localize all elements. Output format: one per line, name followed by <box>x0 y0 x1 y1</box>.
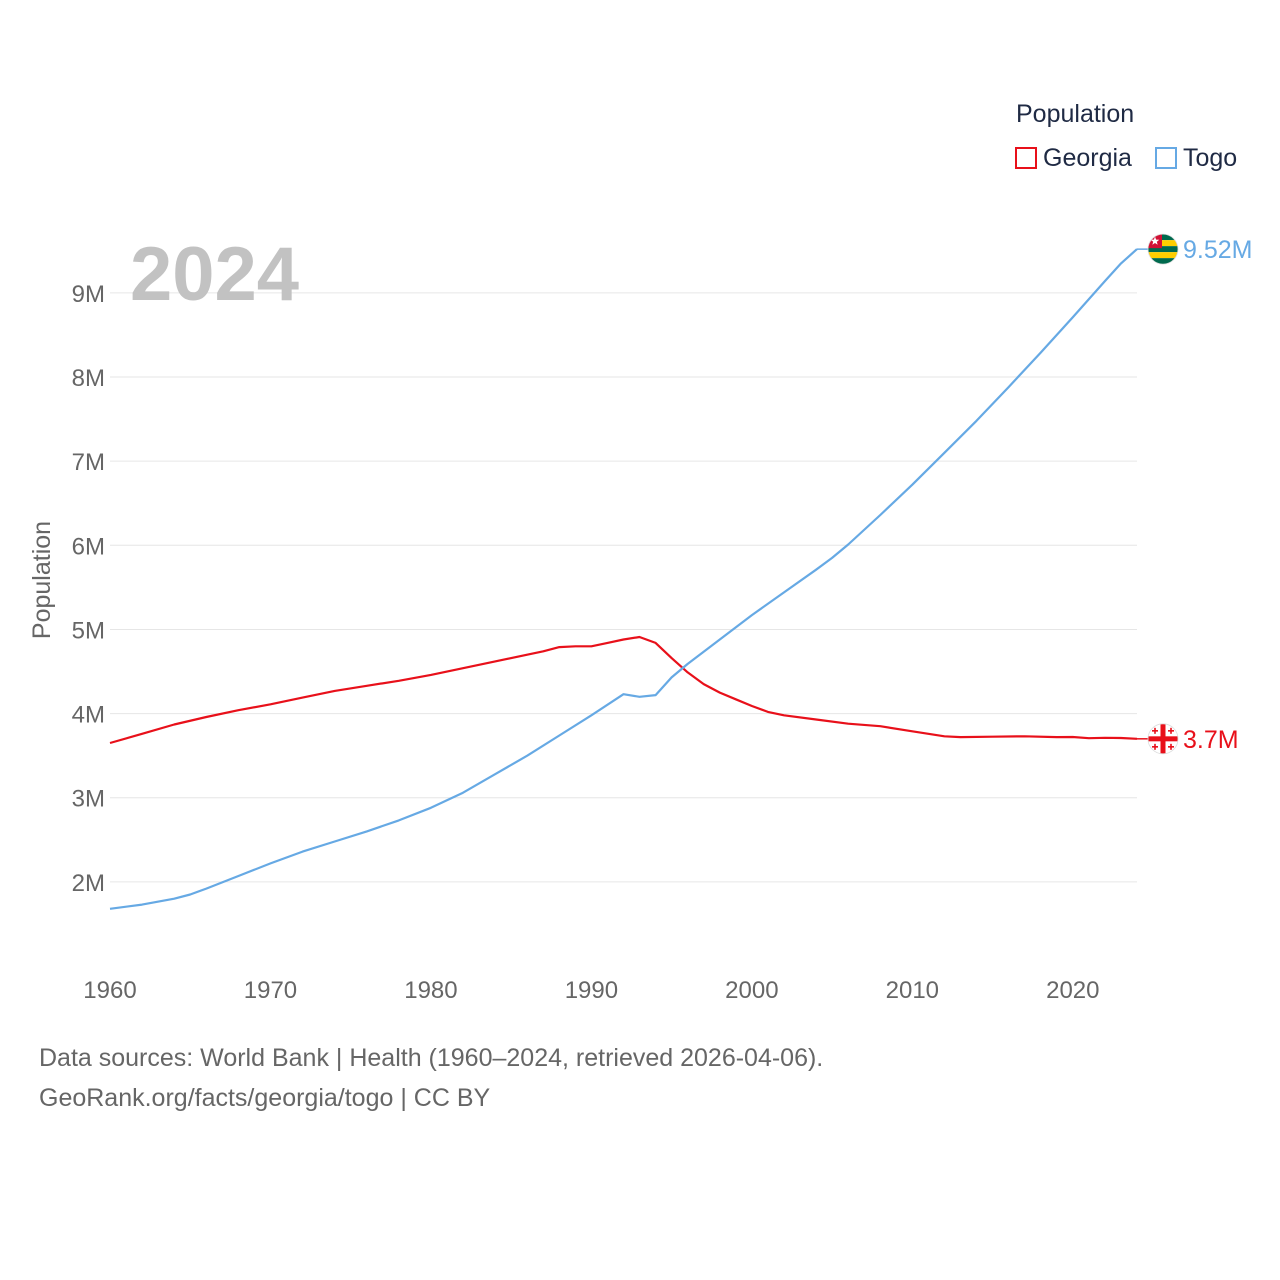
y-tick-label: 4M <box>72 702 105 729</box>
togo-flag-icon <box>1147 233 1179 265</box>
x-tick-label: 1970 <box>244 977 297 1004</box>
x-tick-label: 1990 <box>565 977 618 1004</box>
x-tick-label: 2020 <box>1046 977 1099 1004</box>
series-lines <box>109 248 1138 910</box>
y-tick-label: 2M <box>72 870 105 897</box>
grid-lines <box>110 292 1137 883</box>
y-tick-label: 3M <box>72 786 105 813</box>
y-tick-label: 8M <box>72 365 105 392</box>
legend-label-georgia: Georgia <box>1043 143 1132 172</box>
legend-item-georgia[interactable]: Georgia <box>1015 142 1132 174</box>
footer-sources: Data sources: World Bank | Health (1960–… <box>39 1044 824 1072</box>
legend-label-togo: Togo <box>1183 143 1238 172</box>
y-tick-label: 9M <box>72 281 105 308</box>
legend-title: Population <box>1016 100 1135 128</box>
series-line-georgia <box>109 635 1138 745</box>
y-tick-label: 7M <box>72 449 105 476</box>
end-value-label-togo: 9.52M <box>1183 236 1252 264</box>
x-tick-label: 1980 <box>404 977 457 1004</box>
x-axis-ticks: 1960 1970 1980 1990 2000 2010 2020 <box>83 977 1099 1004</box>
series-line-togo <box>109 248 1138 910</box>
legend-item-togo[interactable]: Togo <box>1155 142 1237 174</box>
y-tick-label: 6M <box>72 533 105 560</box>
y-tick-label: 5M <box>72 617 105 644</box>
x-tick-label: 2010 <box>886 977 939 1004</box>
y-axis-label: Population <box>28 521 56 639</box>
legend-swatch-georgia <box>1015 147 1037 169</box>
y-axis-ticks: 2M 3M 4M 5M 6M 7M 8M 9M <box>72 281 105 897</box>
georgia-flag-icon <box>1147 723 1179 755</box>
x-tick-label: 1960 <box>83 977 136 1004</box>
year-label: 2024 <box>130 232 299 317</box>
x-tick-label: 2000 <box>725 977 778 1004</box>
legend-swatch-togo <box>1155 147 1177 169</box>
end-value-label-georgia: 3.7M <box>1183 726 1239 754</box>
series-end-markers: 3.7M 9.52M <box>1137 233 1252 755</box>
footer-credit[interactable]: GeoRank.org/facts/georgia/togo | CC BY <box>39 1084 491 1112</box>
